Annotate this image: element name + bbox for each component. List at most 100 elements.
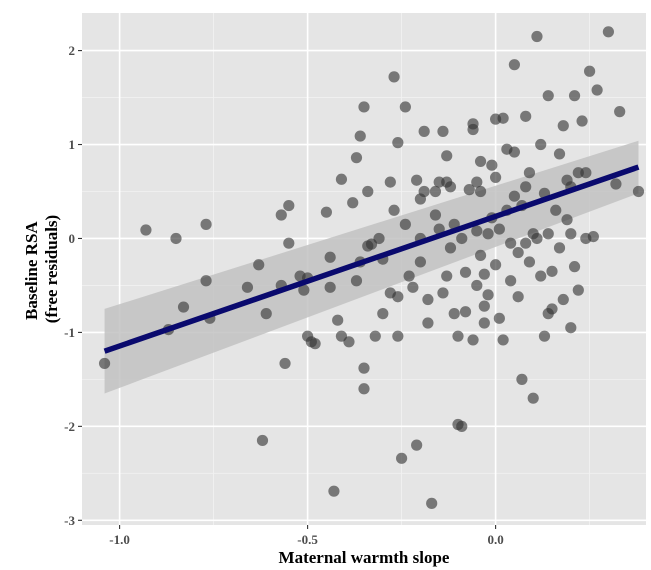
data-point [490, 113, 502, 125]
data-point [444, 181, 457, 193]
data-point [411, 174, 423, 186]
data-point [568, 90, 581, 102]
data-point [358, 383, 370, 395]
data-point [535, 138, 547, 151]
data-point [448, 308, 460, 320]
data-point [407, 281, 419, 293]
data-point [471, 279, 483, 292]
data-point [275, 209, 287, 221]
data-point [467, 334, 479, 346]
data-point [392, 137, 404, 149]
data-point [200, 218, 212, 230]
data-point [471, 176, 483, 188]
data-point [523, 167, 536, 179]
data-point [535, 270, 547, 282]
data-point [490, 171, 502, 184]
data-point [542, 308, 554, 320]
data-point [505, 275, 517, 287]
y-axis-title: Baseline RSA (free residuals) [22, 215, 61, 323]
data-point [478, 300, 490, 312]
data-point [388, 204, 400, 216]
data-point [553, 148, 566, 160]
data-point [553, 242, 566, 254]
data-point [324, 251, 336, 263]
data-point [418, 125, 430, 137]
data-point [478, 317, 490, 329]
data-point [610, 178, 622, 190]
data-point [580, 167, 592, 179]
data-point [350, 152, 363, 164]
data-point [429, 209, 442, 221]
data-point [429, 185, 442, 198]
data-point [358, 362, 370, 374]
y-axis-ticks: 2 1 0 -1 -2 -3 [64, 43, 82, 528]
data-point [520, 181, 532, 193]
data-point [433, 223, 445, 235]
data-point [493, 312, 505, 324]
data-point [384, 176, 396, 188]
data-point [377, 308, 389, 320]
data-point [459, 266, 472, 278]
data-point [550, 204, 562, 216]
data-point [568, 261, 581, 273]
y-tick-label: -2 [64, 419, 75, 434]
x-tick-label: 0.0 [487, 532, 503, 547]
data-point [508, 190, 520, 202]
data-point [576, 115, 588, 127]
data-point [388, 71, 400, 83]
data-point [437, 125, 449, 137]
data-point [441, 150, 453, 162]
data-point [527, 392, 539, 404]
data-point [241, 281, 254, 293]
y-tick-label: 1 [69, 137, 76, 152]
data-point [422, 293, 434, 306]
data-point [414, 256, 426, 268]
data-point [471, 225, 483, 237]
data-point [516, 373, 528, 385]
data-point [542, 90, 554, 102]
data-point [309, 338, 321, 350]
data-point [362, 185, 374, 198]
data-point [260, 308, 272, 320]
data-point [426, 497, 438, 509]
data-point [572, 284, 584, 296]
data-point [283, 199, 295, 212]
data-point [411, 439, 423, 451]
data-point [456, 232, 468, 245]
data-point [512, 291, 524, 303]
data-point [565, 228, 577, 240]
data-point [298, 284, 310, 296]
data-point [328, 485, 340, 497]
data-point [463, 184, 475, 196]
y-tick-label: -3 [64, 513, 75, 528]
data-point [98, 357, 111, 370]
data-point [546, 265, 558, 277]
data-point [584, 65, 596, 77]
data-point [467, 118, 479, 130]
data-point [565, 322, 577, 334]
y-tick-label: 0 [69, 231, 76, 246]
data-point [332, 314, 344, 326]
data-point [520, 237, 532, 249]
data-point [343, 336, 355, 348]
data-point [350, 275, 363, 287]
x-axis-ticks: -1.0 -0.5 0.0 [109, 525, 504, 547]
data-point [279, 357, 291, 370]
data-point [591, 84, 603, 96]
data-point [140, 224, 152, 236]
data-point [490, 259, 502, 271]
data-point [384, 287, 396, 299]
data-point [557, 293, 569, 306]
x-tick-label: -0.5 [297, 532, 318, 547]
data-point [320, 206, 332, 218]
data-point [542, 228, 554, 240]
data-point [177, 301, 190, 313]
data-point [369, 330, 381, 342]
data-point [474, 155, 487, 168]
data-point [459, 306, 472, 318]
data-point [441, 270, 453, 282]
y-tick-label: -1 [64, 325, 75, 340]
data-point [256, 434, 269, 447]
data-point [437, 287, 449, 299]
